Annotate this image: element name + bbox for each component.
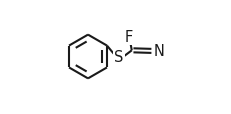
Text: N: N [153, 44, 164, 59]
Text: F: F [124, 30, 133, 44]
Text: S: S [114, 50, 124, 64]
